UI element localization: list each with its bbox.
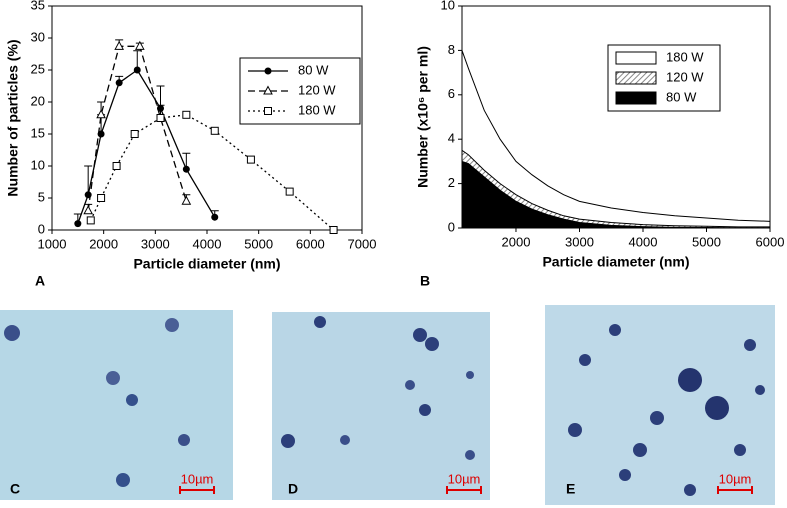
legend-label: 120 W xyxy=(298,82,336,97)
marker xyxy=(246,155,255,164)
marker xyxy=(285,187,294,196)
error-bar xyxy=(84,165,93,195)
marker xyxy=(329,226,338,234)
y-tick-label: 10 xyxy=(441,0,455,12)
y-tick-label: 2 xyxy=(448,175,455,190)
y-tick-label: 30 xyxy=(31,29,45,44)
panel-label: A xyxy=(35,273,45,289)
marker xyxy=(211,213,219,221)
x-axis-label: Particle diameter (nm) xyxy=(133,256,280,272)
legend-swatch xyxy=(615,51,657,65)
y-tick-label: 0 xyxy=(448,219,455,234)
y-tick-label: 20 xyxy=(31,93,45,108)
scale-bar-label: 10µm xyxy=(181,471,214,486)
y-tick-label: 15 xyxy=(31,125,45,140)
marker xyxy=(263,85,273,95)
x-tick-label: 2000 xyxy=(502,234,531,249)
scale-bar xyxy=(179,486,215,494)
marker xyxy=(156,114,165,122)
marker xyxy=(182,110,191,119)
x-tick-label: 5000 xyxy=(692,234,721,249)
y-tick-label: 10 xyxy=(31,157,45,172)
micrograph-d xyxy=(272,312,490,500)
series-area xyxy=(461,50,771,229)
marker xyxy=(133,66,141,74)
marker xyxy=(97,194,106,202)
legend-label: 80 W xyxy=(666,89,697,104)
marker xyxy=(181,195,192,205)
marker xyxy=(96,109,106,119)
legend-label: 120 W xyxy=(666,69,704,84)
x-tick-label: 6000 xyxy=(296,236,325,251)
x-tick-label: 1000 xyxy=(38,236,67,251)
legend-swatch xyxy=(615,91,657,105)
y-axis-label: Number (x10⁶ per ml) xyxy=(415,46,431,188)
marker xyxy=(264,67,272,75)
y-tick-label: 4 xyxy=(448,131,455,146)
panel-label: C xyxy=(10,481,20,497)
y-tick-label: 6 xyxy=(448,86,455,101)
marker xyxy=(83,205,93,215)
marker xyxy=(112,162,121,170)
legend-swatch xyxy=(615,71,657,85)
micrograph-c xyxy=(0,310,233,500)
x-tick-label: 2000 xyxy=(89,236,118,251)
legend-label: 180 W xyxy=(298,102,336,117)
marker xyxy=(210,126,219,135)
x-tick-label: 6000 xyxy=(756,234,785,249)
panel-label: D xyxy=(288,481,298,497)
scale-bar-label: 10µm xyxy=(448,471,481,486)
legend-label: 80 W xyxy=(298,62,329,77)
marker xyxy=(182,165,190,173)
y-tick-label: 35 xyxy=(31,0,45,12)
panel-label: E xyxy=(566,481,575,497)
x-tick-label: 5000 xyxy=(244,236,273,251)
series-line xyxy=(87,45,187,211)
series-area xyxy=(461,160,771,229)
micrograph-e xyxy=(545,305,775,505)
legend-label: 180 W xyxy=(666,49,704,64)
marker xyxy=(130,130,139,138)
series-area xyxy=(461,149,771,229)
marker xyxy=(134,40,145,50)
x-tick-label: 3000 xyxy=(565,234,594,249)
y-tick-label: 8 xyxy=(448,42,455,57)
marker xyxy=(86,216,95,225)
marker xyxy=(264,107,272,115)
y-tick-label: 25 xyxy=(31,61,45,76)
error-bar xyxy=(156,85,165,109)
x-tick-label: 4000 xyxy=(629,234,658,249)
scale-bar xyxy=(717,486,753,494)
panel-label: B xyxy=(420,273,430,289)
x-axis-label: Particle diameter (nm) xyxy=(542,254,689,270)
scale-bar-label: 10µm xyxy=(719,471,752,486)
scale-bar xyxy=(446,486,482,494)
marker xyxy=(114,40,124,50)
x-tick-label: 3000 xyxy=(141,236,170,251)
y-axis-label: Number of particles (%) xyxy=(5,39,21,196)
x-tick-label: 7000 xyxy=(348,236,377,251)
x-tick-label: 4000 xyxy=(193,236,222,251)
y-tick-label: 0 xyxy=(38,221,45,236)
marker xyxy=(115,79,123,87)
series-line xyxy=(77,69,216,224)
y-tick-label: 5 xyxy=(38,189,45,204)
series-line xyxy=(90,114,335,231)
marker xyxy=(74,220,82,228)
